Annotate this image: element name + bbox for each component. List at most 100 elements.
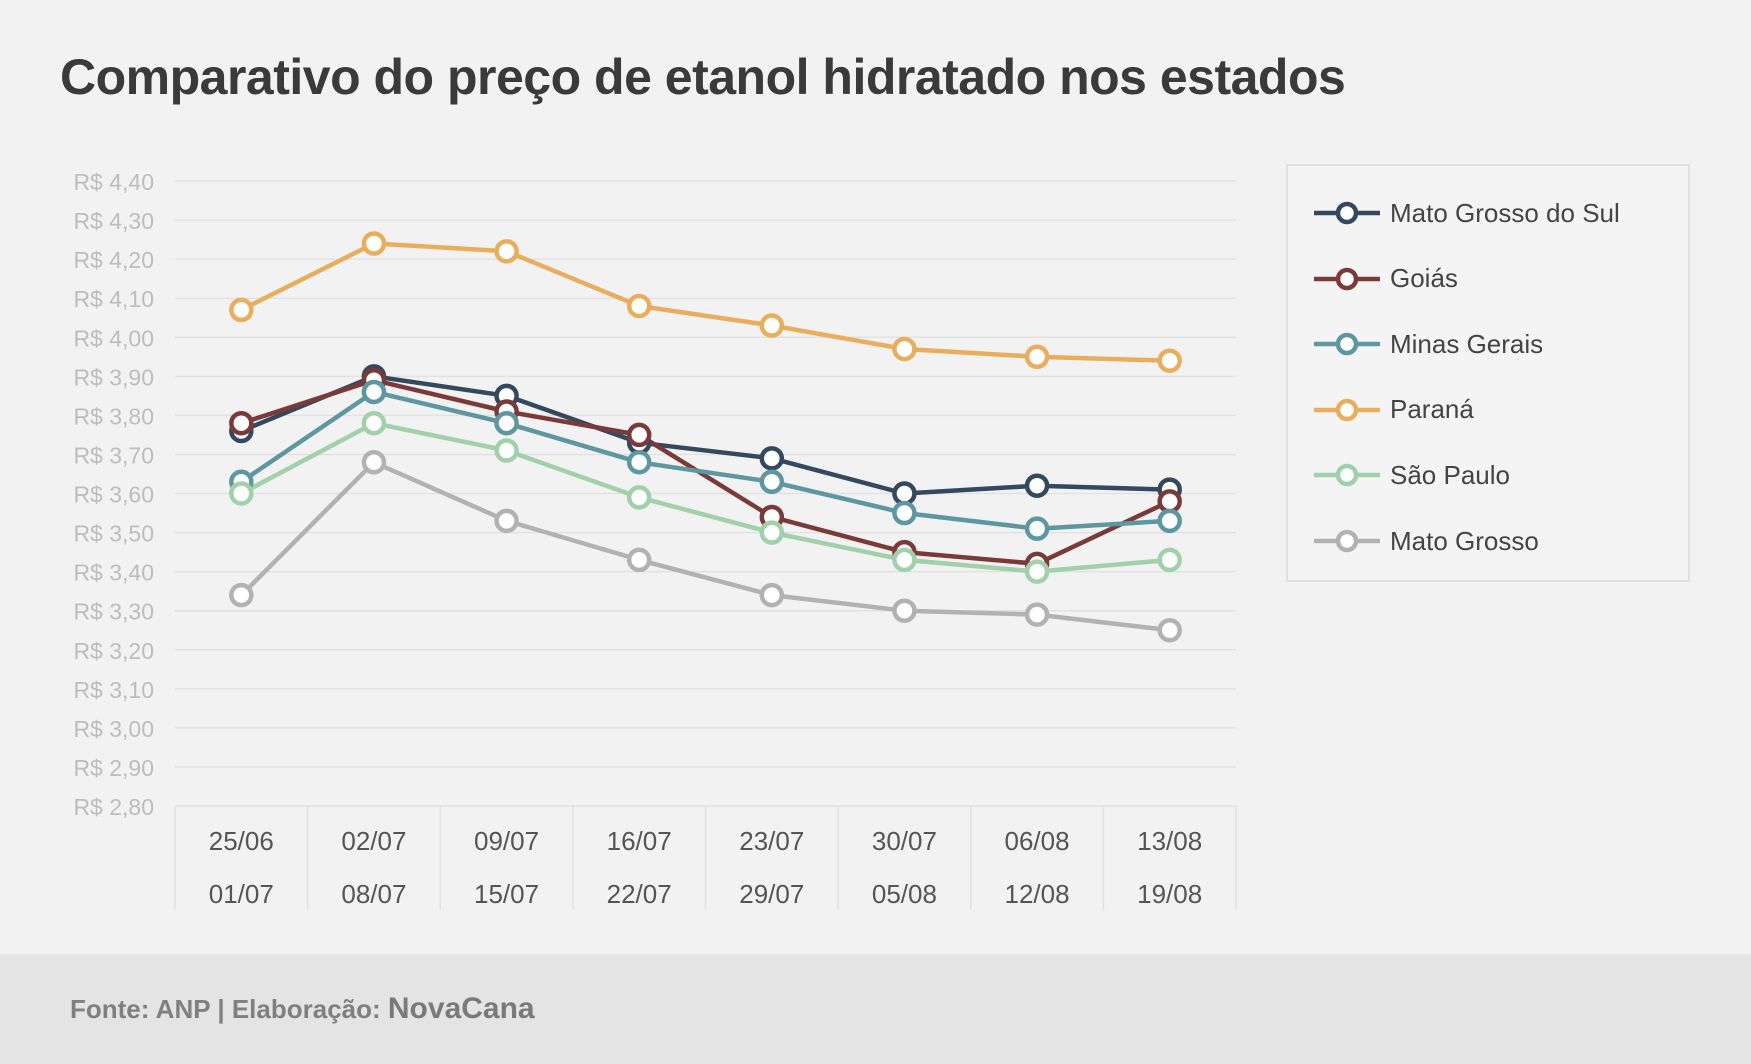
data-point-parana xyxy=(1157,348,1182,373)
x-tick-label-to: 08/07 xyxy=(341,879,406,909)
brand-name: NovaCana xyxy=(387,992,535,1025)
data-point-mato-grosso xyxy=(1024,602,1050,627)
x-tick-label-to: 15/07 xyxy=(474,879,539,909)
y-tick-label: R$ 3,40 xyxy=(73,560,154,586)
series-lines xyxy=(239,241,1171,633)
data-point-goias xyxy=(229,410,254,436)
x-tick-label-to: 19/08 xyxy=(1137,879,1202,909)
data-point-sao-paulo xyxy=(626,485,652,510)
y-tick-label: R$ 3,70 xyxy=(73,442,154,468)
data-point-sao-paulo xyxy=(1157,547,1182,573)
x-tick-label-to: 05/08 xyxy=(872,879,937,909)
y-tick-label: R$ 3,50 xyxy=(73,521,154,547)
x-tick-label-from: 02/07 xyxy=(341,826,406,856)
x-axis-labels: 25/06 01/07 02/07 08/07 09/07 15/07 16/07 22/07… xyxy=(209,826,1202,909)
legend: Mato Grosso do Sul Goiás Minas Gerais Paran… xyxy=(1286,164,1690,582)
footer: Fonte: ANP | Elaboração: NovaCana xyxy=(0,954,1751,1064)
legend-item: Mato Grosso xyxy=(1312,521,1539,561)
x-tick-label-from: 25/06 xyxy=(209,826,274,856)
y-tick-label: R$ 2,90 xyxy=(73,755,154,781)
legend-swatch xyxy=(1314,398,1380,422)
legend-swatch xyxy=(1314,464,1380,487)
y-tick-label: R$ 4,30 xyxy=(73,208,154,234)
x-tick-label-from: 09/07 xyxy=(474,826,539,856)
data-point-minas-gerais xyxy=(892,500,917,526)
data-point-mato-grosso xyxy=(626,547,652,573)
data-point-mato-grosso xyxy=(759,582,785,608)
x-tick-label-from: 30/07 xyxy=(872,826,937,856)
data-point-goias xyxy=(626,422,652,448)
data-point-parana xyxy=(494,239,519,264)
series-points xyxy=(229,231,1182,643)
data-point-mato-grosso-do-sul xyxy=(892,481,917,506)
legend-swatch xyxy=(1314,332,1380,356)
series-line-goias xyxy=(240,377,1171,567)
x-tick-label-to: 29/07 xyxy=(739,879,804,909)
data-point-minas-gerais xyxy=(759,469,785,495)
y-tick-label: R$ 3,90 xyxy=(73,364,154,390)
legend-swatch-marker xyxy=(1335,332,1359,356)
legend-swatch xyxy=(1314,267,1380,290)
data-point-mato-grosso-do-sul xyxy=(759,446,785,471)
legend-item: São Paulo xyxy=(1312,455,1510,495)
data-point-minas-gerais xyxy=(1157,508,1182,534)
series-line-mato-grosso xyxy=(239,460,1170,633)
data-point-parana xyxy=(361,231,387,256)
data-point-sao-paulo xyxy=(892,547,917,573)
legend-swatch xyxy=(1314,529,1380,553)
y-tick-label: R$ 4,10 xyxy=(73,286,154,312)
data-point-sao-paulo xyxy=(1024,559,1050,584)
legend-item: Mato Grosso do Sul xyxy=(1312,193,1620,233)
x-tick-label-to: 22/07 xyxy=(607,879,672,909)
data-point-sao-paulo xyxy=(759,520,785,545)
series-line-minas-gerais xyxy=(240,389,1170,531)
data-point-minas-gerais xyxy=(1024,516,1050,541)
series-line-mato-grosso-do-sul xyxy=(240,374,1170,496)
y-tick-label: R$ 2,80 xyxy=(73,794,154,820)
series-line-parana xyxy=(240,241,1170,363)
series-line-sao-paulo xyxy=(240,420,1170,574)
data-point-parana xyxy=(759,313,785,338)
x-tick-label-from: 23/07 xyxy=(739,826,804,856)
data-point-minas-gerais xyxy=(494,410,519,436)
data-point-minas-gerais xyxy=(626,450,652,475)
data-point-sao-paulo xyxy=(229,481,254,506)
data-point-mato-grosso-do-sul xyxy=(1024,473,1050,498)
y-tick-label: R$ 3,00 xyxy=(73,716,154,742)
data-point-mato-grosso xyxy=(494,508,519,534)
data-point-sao-paulo xyxy=(494,438,519,463)
data-point-mato-grosso xyxy=(229,582,254,608)
source-credit: Fonte: ANP | Elaboração: NovaCana xyxy=(70,992,535,1026)
y-tick-label: R$ 3,80 xyxy=(73,403,154,429)
x-tick-label-from: 16/07 xyxy=(607,826,672,856)
data-point-sao-paulo xyxy=(361,410,387,436)
x-tick-label-from: 13/08 xyxy=(1137,826,1202,856)
line-chart: R$ 4,40 R$ 4,30 R$ 4,20 R$ 4,10 R$ 4,00 R$ 3,… xyxy=(73,169,1237,910)
legend-label: Goiás xyxy=(1390,263,1458,294)
legend-item: Minas Gerais xyxy=(1312,324,1543,364)
legend-swatch-marker xyxy=(1335,267,1359,290)
legend-item: Goiás xyxy=(1312,259,1458,299)
legend-swatch-marker xyxy=(1335,201,1359,225)
legend-swatch-marker xyxy=(1335,398,1359,422)
x-tick-label-from: 06/08 xyxy=(1005,826,1070,856)
source-text: Fonte: ANP | Elaboração: xyxy=(70,994,381,1024)
data-point-parana xyxy=(229,297,254,323)
data-point-minas-gerais xyxy=(361,379,387,405)
legend-swatch-marker xyxy=(1335,529,1359,553)
legend-label: Paraná xyxy=(1390,394,1474,425)
legend-label: São Paulo xyxy=(1390,459,1510,490)
data-point-parana xyxy=(1024,344,1050,370)
x-tick-label-to: 01/07 xyxy=(209,879,274,909)
data-point-mato-grosso xyxy=(1157,617,1182,643)
y-axis-labels: R$ 4,40 R$ 4,30 R$ 4,20 R$ 4,10 R$ 4,00 R$ 3,… xyxy=(73,169,154,820)
legend-label: Mato Grosso do Sul xyxy=(1390,197,1620,228)
data-point-goias xyxy=(1157,489,1182,514)
data-point-parana xyxy=(626,293,652,319)
y-tick-label: R$ 4,20 xyxy=(73,247,154,273)
legend-label: Mato Grosso xyxy=(1390,525,1539,556)
x-tick-label-to: 12/08 xyxy=(1005,879,1070,909)
legend-swatch-marker xyxy=(1335,464,1359,487)
chart-title: Comparativo do preço de etanol hidratado… xyxy=(60,49,1346,105)
legend-swatch xyxy=(1314,201,1380,225)
